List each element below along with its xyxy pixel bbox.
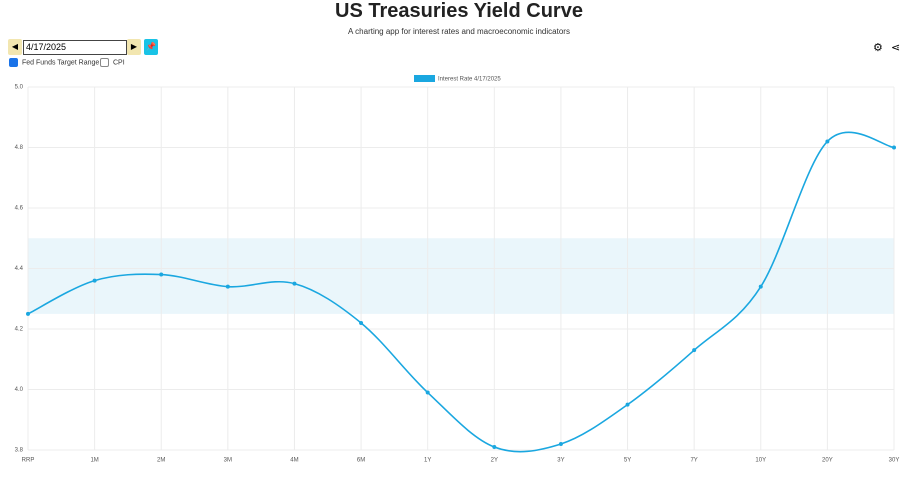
checkbox-label: Fed Funds Target Range (22, 59, 100, 67)
y-tick-label: 3.8 (15, 448, 24, 454)
checkbox-label: CPI (113, 59, 125, 67)
x-tick-label: 3M (224, 458, 232, 464)
next-date-button[interactable]: ▶ (127, 39, 141, 55)
title: US Treasuries Yield Curve (335, 0, 583, 22)
x-tick-label: 6M (357, 458, 365, 464)
point (492, 444, 497, 449)
y-tick-label: 4.6 (15, 206, 24, 212)
point (758, 284, 763, 289)
x-tick-label: 7Y (690, 458, 697, 464)
point (692, 348, 697, 353)
point (425, 390, 430, 395)
point (359, 320, 364, 325)
x-tick-label: 4M (290, 458, 298, 464)
x-tick-label: 10Y (755, 458, 766, 464)
y-tick-label: 4.8 (15, 145, 24, 151)
x-tick-label: 5Y (624, 458, 631, 464)
subtitle: A charting app for interest rates and ma… (348, 27, 570, 36)
x-tick-label: 3Y (557, 458, 564, 464)
x-tick-label: 1Y (424, 458, 431, 464)
settings-icon[interactable]: ⚙ (873, 42, 883, 54)
x-tick-label: RRP (22, 458, 35, 464)
fed-funds-band (28, 238, 894, 314)
y-tick-label: 5.0 (15, 85, 24, 91)
x-tick-label: 1M (90, 458, 98, 464)
checkbox[interactable] (9, 58, 18, 67)
point (92, 278, 97, 283)
share-icon[interactable]: ⋖ (891, 42, 901, 54)
line (27, 131, 895, 453)
point (825, 139, 830, 144)
prev-date-button[interactable]: ◀ (8, 39, 22, 55)
point (558, 441, 563, 446)
point (625, 402, 630, 407)
date-input[interactable]: 4/17/2025 (23, 40, 127, 55)
point (892, 145, 896, 150)
pin-button[interactable]: 📌 (144, 39, 158, 55)
cpi-checkbox[interactable]: CPI (100, 58, 125, 67)
y-tick-label: 4.2 (15, 327, 24, 333)
fed-funds-checkbox[interactable]: Fed Funds Target Range (9, 58, 99, 67)
y-tick-label: 4.0 (15, 387, 24, 393)
x-tick-label: 20Y (822, 458, 833, 464)
legend-swatch (414, 75, 435, 82)
y-tick-label: 4.4 (15, 266, 24, 272)
point (26, 311, 30, 316)
point (225, 284, 230, 289)
x-tick-label: 2Y (491, 458, 498, 464)
point (292, 281, 297, 286)
legend-label: Interest Rate 4/17/2025 (438, 77, 501, 83)
checkbox[interactable] (100, 58, 109, 67)
x-tick-label: 30Y (889, 458, 900, 464)
point (159, 272, 164, 277)
x-tick-label: 2M (157, 458, 165, 464)
